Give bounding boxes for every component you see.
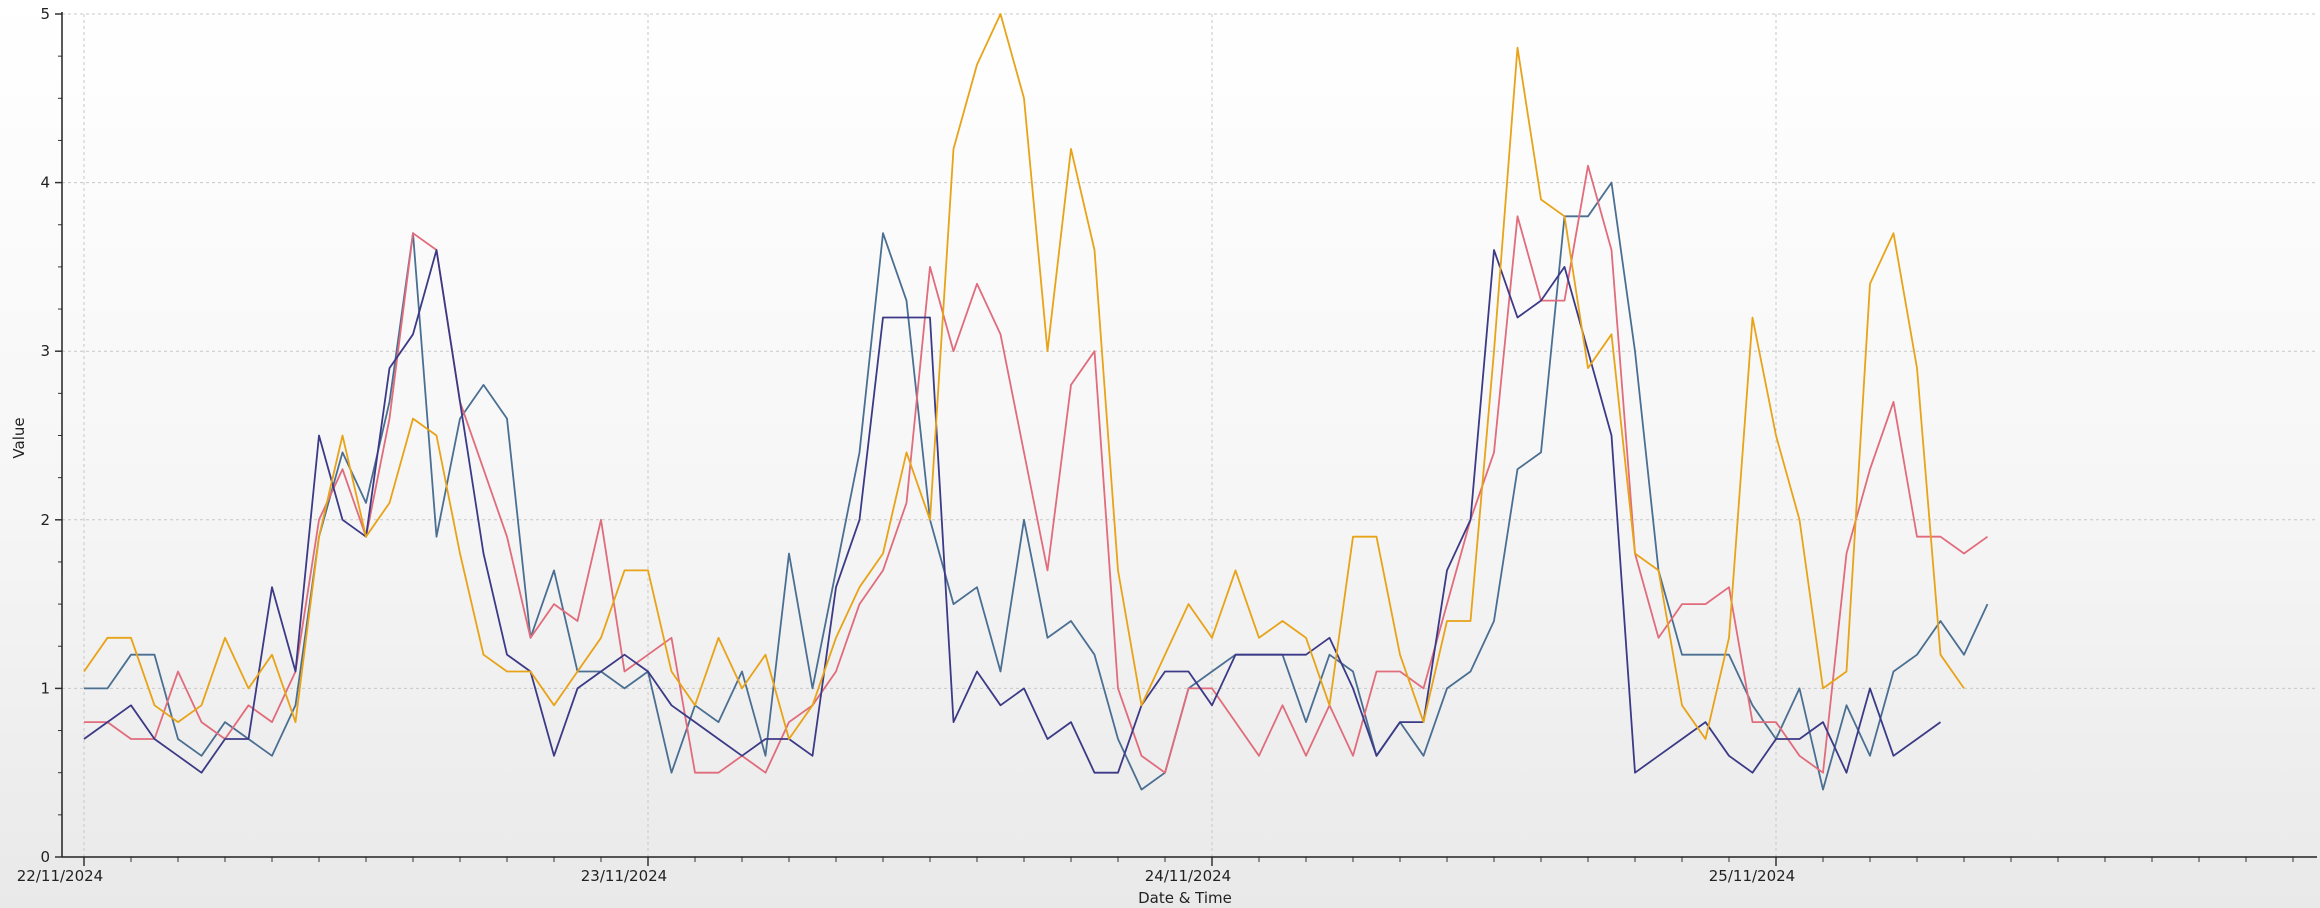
series-layer (83, 13, 1989, 791)
y-axis-title: Value (10, 417, 28, 458)
y-tick-label: 2 (40, 511, 50, 529)
x-tick-label: 23/11/2024 (581, 867, 667, 885)
y-tick-label: 0 (40, 848, 50, 866)
y-tick-label: 4 (40, 174, 50, 192)
series-line-3 (83, 249, 1942, 774)
x-axis-title: Date & Time (1138, 889, 1232, 907)
x-tick-label: 25/11/2024 (1709, 867, 1795, 885)
axes-layer: 0 1 2 3 4 5 22/11/2024 23/11/2024 24/11/2024 25/1… (17, 5, 2317, 885)
grid-layer (62, 13, 2317, 857)
series-line-4 (83, 13, 1965, 740)
y-tick-label: 5 (40, 5, 50, 23)
y-tick-label: 1 (40, 679, 50, 697)
x-tick-label: 22/11/2024 (17, 867, 103, 885)
y-tick-label: 3 (40, 342, 50, 360)
series-line-2 (84, 164, 1989, 774)
series-line-1 (84, 181, 1989, 791)
x-tick-label: 24/11/2024 (1145, 867, 1231, 885)
